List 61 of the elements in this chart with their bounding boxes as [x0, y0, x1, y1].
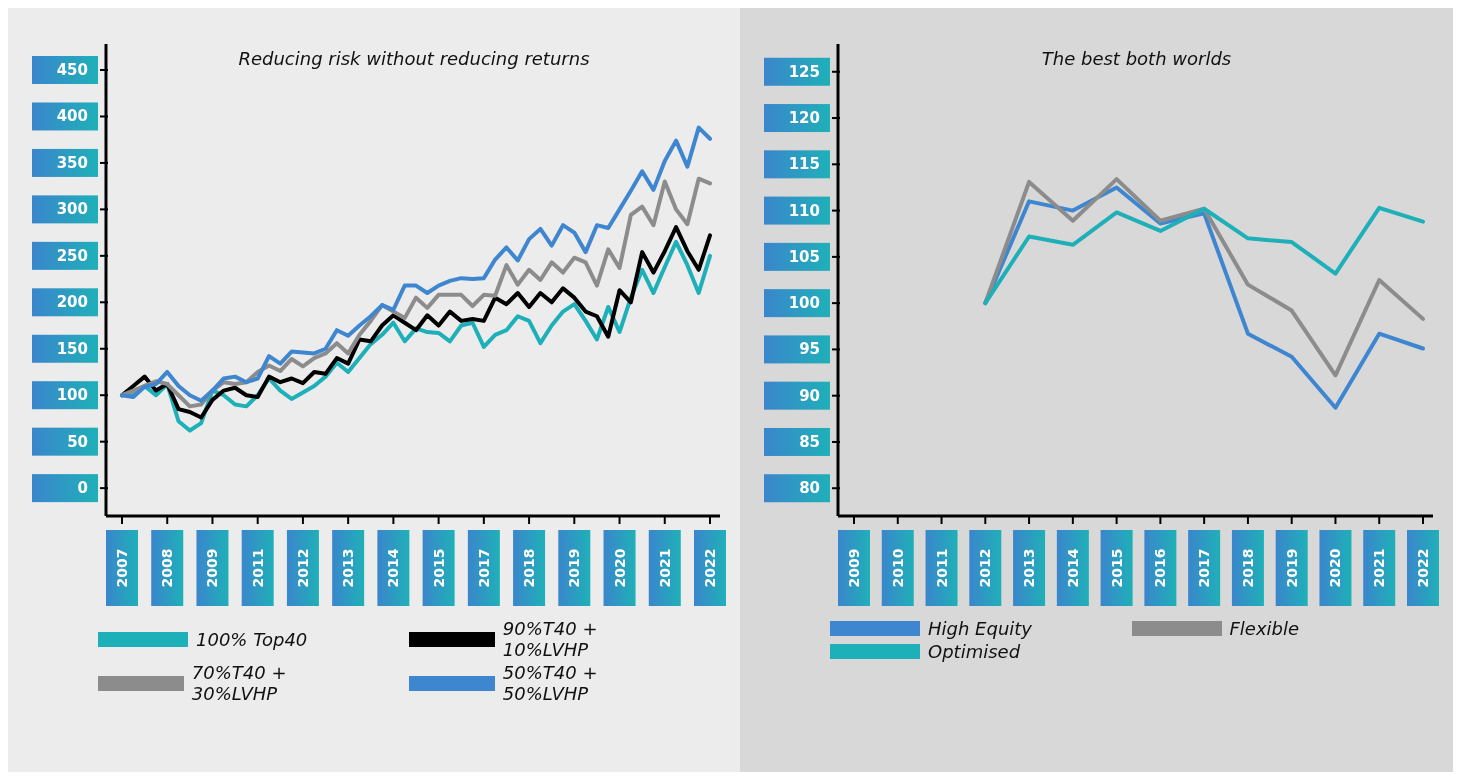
y-tick-label: 400	[56, 107, 88, 126]
x-tick-label: 2013	[1021, 548, 1038, 588]
line-series	[120, 125, 712, 403]
legend-label: Flexible	[1229, 618, 1300, 639]
x-tick-label: 2022	[1415, 548, 1431, 588]
y-tick-label: 80	[799, 479, 820, 498]
legend-label: 70%T40 + 30%LVHP	[191, 662, 288, 704]
y-tick-label: 120	[788, 109, 820, 128]
x-tick-label: 2009	[846, 548, 862, 588]
y-tick-label: 90	[799, 386, 820, 405]
y-tick-label: 250	[56, 246, 88, 265]
chart-title: The best both worlds	[1040, 48, 1233, 69]
x-tick-label: 2014	[1064, 548, 1081, 588]
x-tick-label: 2019	[1283, 548, 1300, 588]
y-tick-label: 300	[56, 200, 88, 219]
y-tick-label: 450	[56, 61, 88, 80]
x-tick-label: 2014	[385, 548, 402, 588]
y-tick-label: 115	[788, 155, 820, 174]
line-series	[983, 205, 1425, 306]
legend-label: Optimised	[928, 641, 1021, 662]
chart-title: Reducing risk without reducing returns	[237, 48, 591, 69]
x-tick-label: 2021	[1371, 548, 1388, 588]
y-tick-label: 100	[56, 386, 88, 405]
y-tick-label: 85	[799, 432, 820, 451]
x-tick-label: 2015	[1108, 548, 1125, 588]
y-tick-label: 95	[799, 340, 820, 359]
y-tick-label: 110	[788, 201, 820, 220]
x-tick-label: 2015	[430, 548, 447, 588]
x-tick-label: 2018	[1239, 548, 1256, 588]
y-tick-label: 50	[67, 432, 88, 451]
x-tick-label: 2020	[611, 548, 628, 588]
x-tick-label: 2012	[977, 548, 994, 588]
legend-label: 50%T40 + 50%LVHP	[502, 662, 599, 704]
x-tick-label: 2017	[475, 548, 492, 588]
x-tick-label: 2021	[656, 548, 673, 588]
x-tick-label: 2011	[249, 548, 266, 588]
x-tick-label: 2008	[159, 548, 176, 588]
x-tick-label: 2022	[702, 548, 718, 588]
legend-label: 90%T40 + 10%LVHP	[502, 618, 599, 660]
legend-label: High Equity	[928, 618, 1033, 639]
x-tick-label: 2016	[1152, 548, 1169, 588]
y-tick-label: 105	[788, 247, 820, 266]
x-tick-label: 2017	[1196, 548, 1213, 588]
x-tick-label: 2019	[566, 548, 583, 588]
y-tick-label: 125	[788, 62, 820, 81]
x-tick-label: 2020	[1327, 548, 1344, 588]
y-tick-label: 0	[77, 479, 88, 498]
line-series	[983, 177, 1425, 378]
x-tick-label: 2009	[204, 548, 221, 588]
y-tick-label: 150	[56, 339, 88, 358]
x-tick-label: 2018	[521, 548, 538, 588]
x-tick-label: 2013	[340, 548, 357, 588]
x-tick-label: 2010	[889, 548, 906, 588]
x-tick-label: 2012	[294, 548, 311, 588]
legend-label: 100% Top40	[196, 628, 308, 650]
y-tick-label: 100	[788, 294, 820, 313]
x-tick-label: 2011	[933, 548, 950, 588]
y-tick-label: 350	[56, 153, 88, 172]
y-tick-label: 200	[56, 293, 88, 312]
x-tick-label: 2007	[114, 548, 130, 588]
line-series	[120, 176, 712, 409]
